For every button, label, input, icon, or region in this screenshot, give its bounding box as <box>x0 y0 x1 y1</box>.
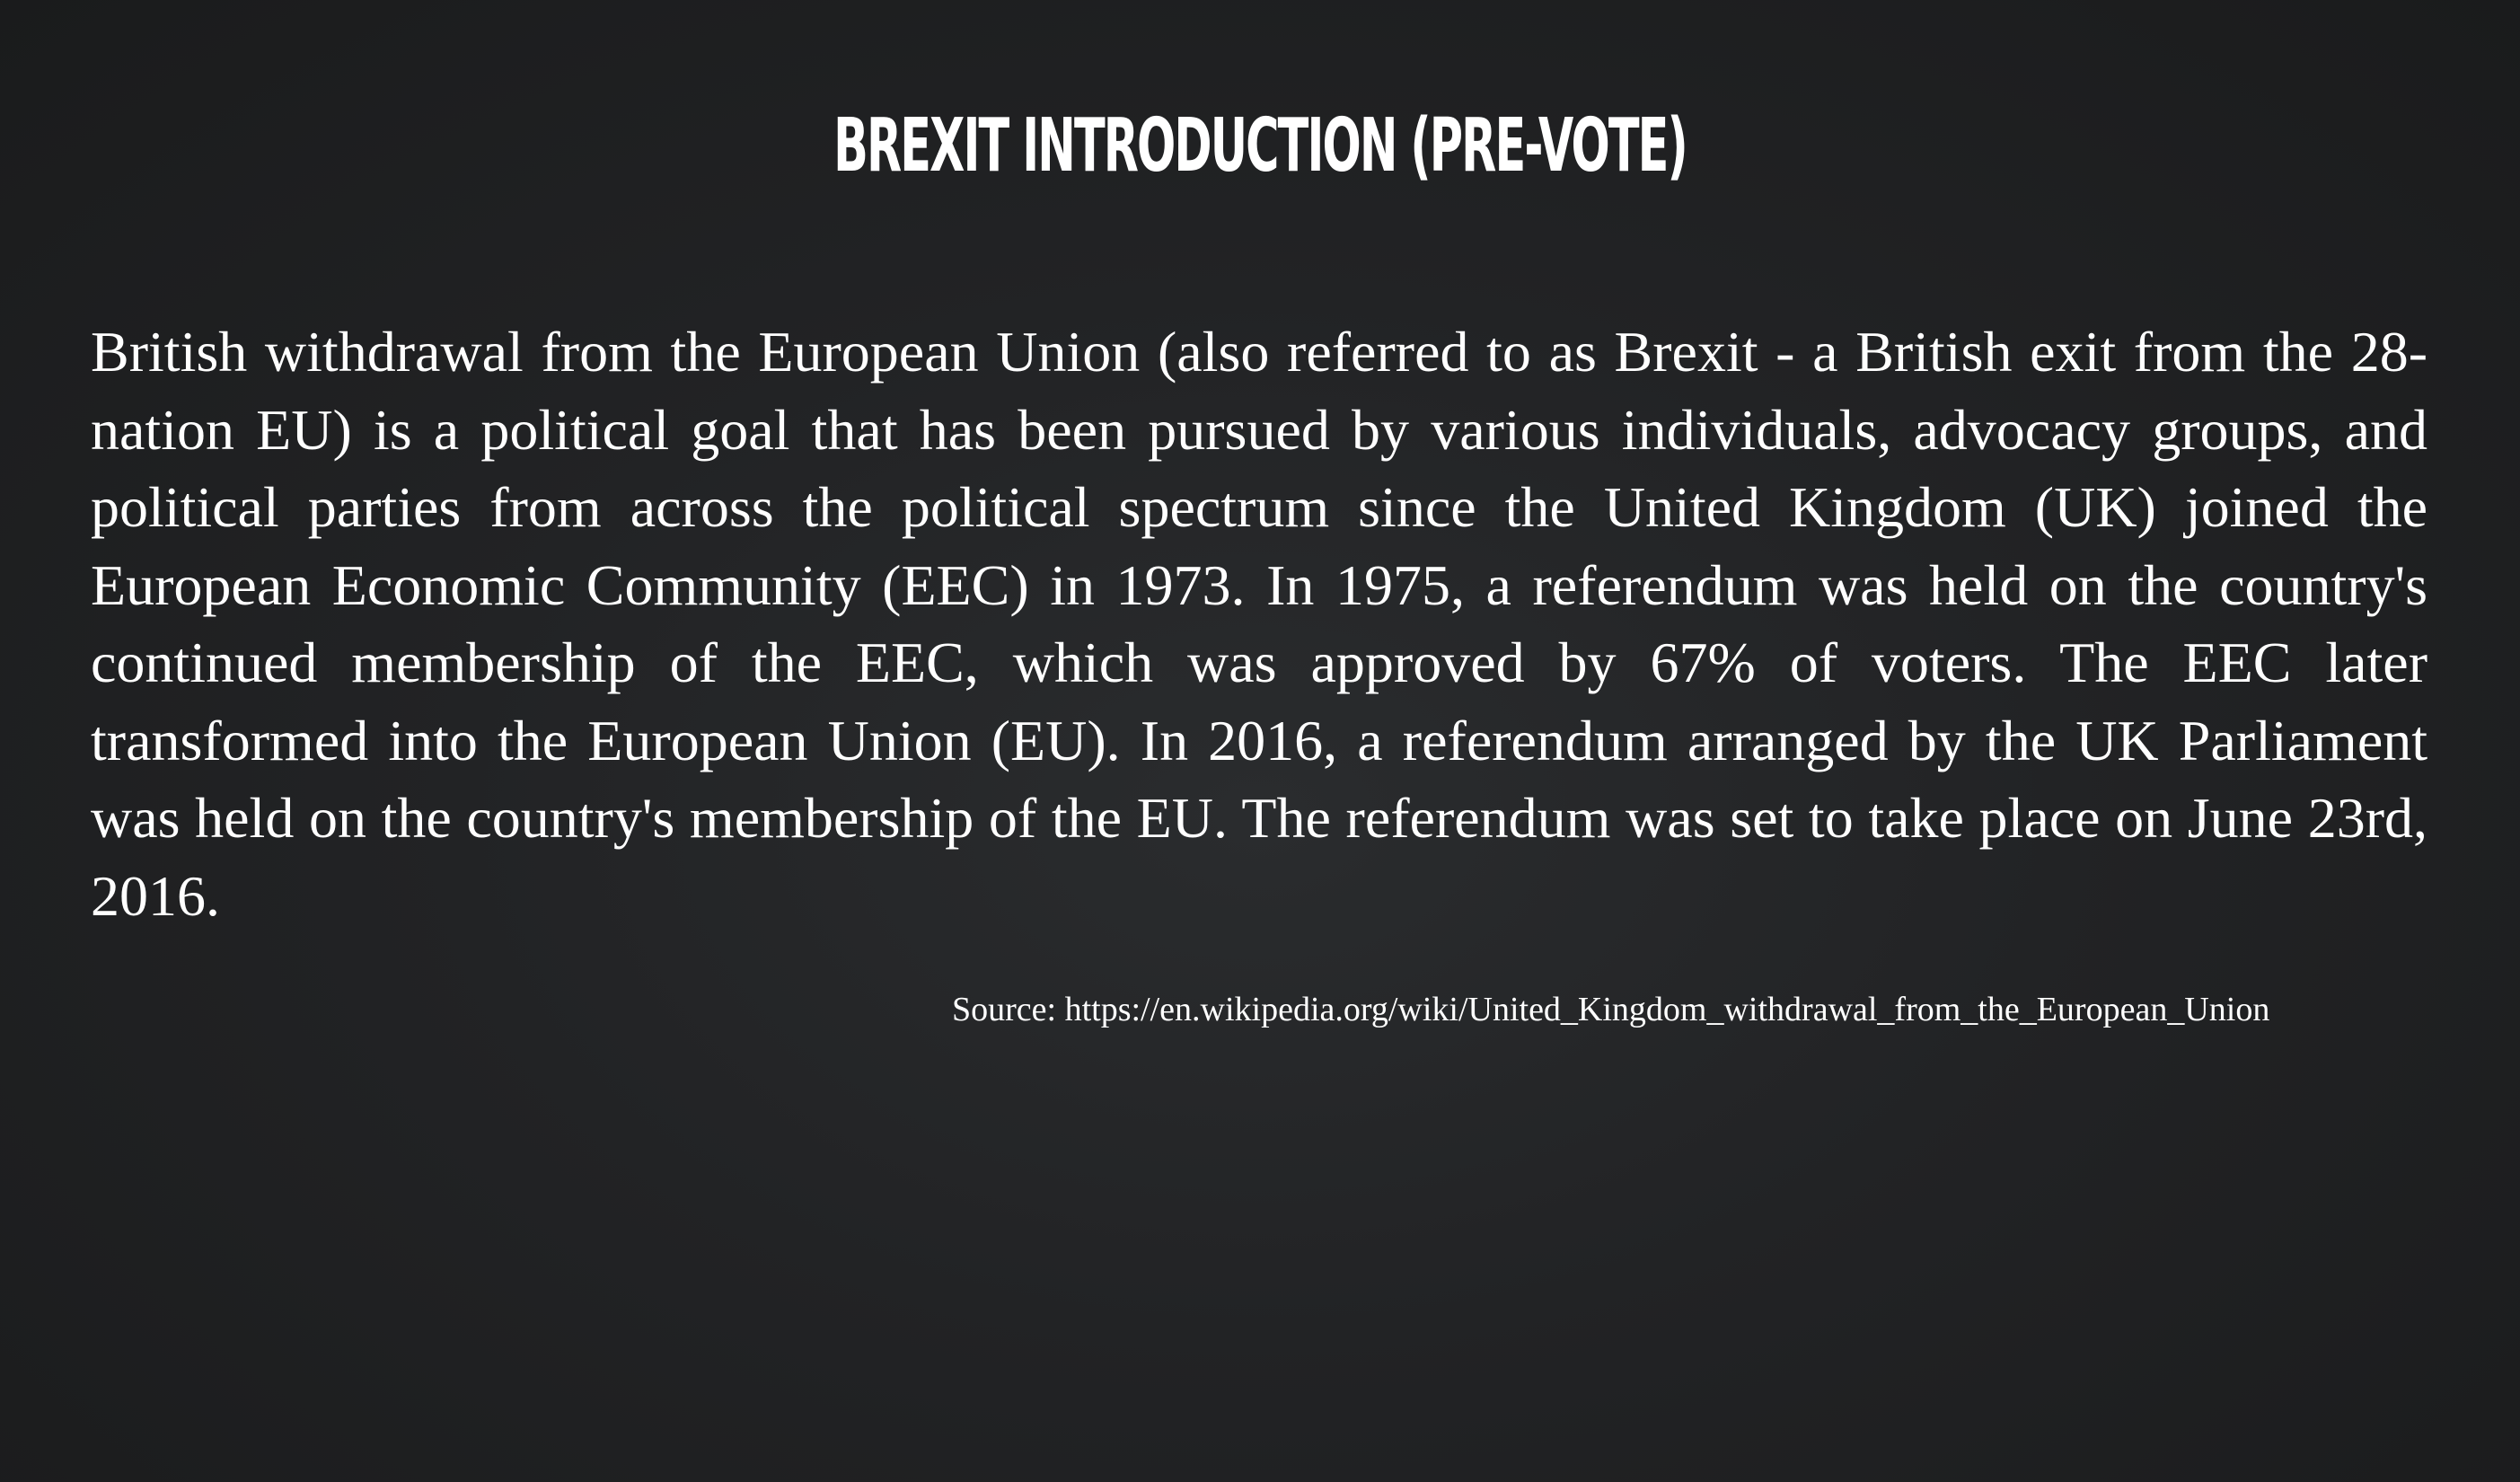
slide-body-text: British withdrawal from the European Uni… <box>91 320 2427 928</box>
slide-title: BREXIT INTRODUCTION (PRE-VOTE) <box>833 103 1688 189</box>
source-citation: Source: https://en.wikipedia.org/wiki/Un… <box>952 991 2270 1028</box>
